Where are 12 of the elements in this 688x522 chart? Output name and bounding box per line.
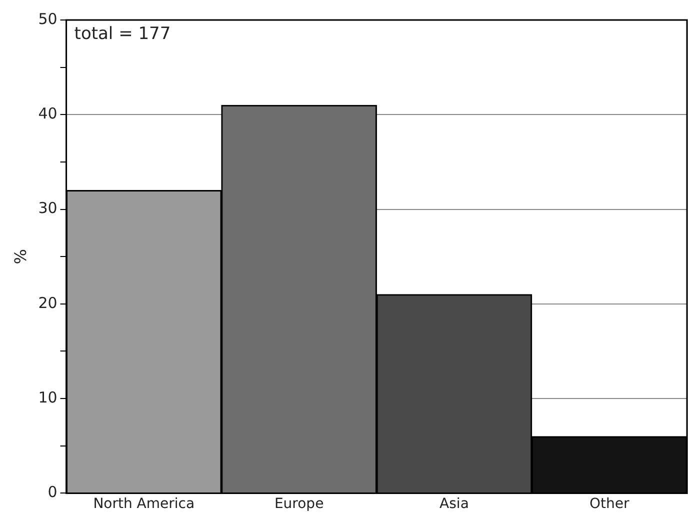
- y-tick-label: 0: [48, 483, 58, 502]
- annotation: total = 177: [74, 24, 171, 44]
- y-tick-label: 30: [38, 199, 58, 218]
- x-tick-label: Asia: [440, 496, 469, 512]
- x-tick-label: Europe: [274, 496, 324, 512]
- x-tick-label: Other: [590, 496, 630, 512]
- y-tick-label: 10: [38, 388, 58, 406]
- y-tick-label: 50: [38, 10, 58, 28]
- x-tick-label: North America: [93, 496, 195, 512]
- y-tick-label: 20: [38, 294, 58, 312]
- y-tick-label: 40: [38, 104, 58, 123]
- y-axis-title: %: [10, 249, 30, 264]
